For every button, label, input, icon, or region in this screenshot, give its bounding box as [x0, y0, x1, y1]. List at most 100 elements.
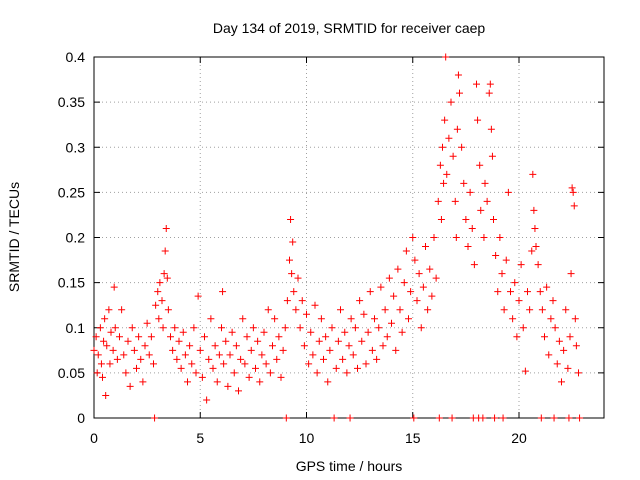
data-point	[445, 134, 453, 142]
data-point	[196, 346, 204, 354]
data-point	[519, 324, 527, 332]
data-point	[264, 306, 272, 314]
data-point	[209, 364, 217, 372]
data-point	[282, 414, 290, 422]
data-point	[269, 342, 276, 350]
data-point	[279, 346, 287, 354]
data-point	[541, 333, 548, 341]
data-point	[490, 215, 497, 223]
data-point	[296, 324, 304, 332]
data-point	[300, 342, 308, 350]
data-point	[509, 315, 517, 323]
data-point	[486, 80, 494, 88]
data-point	[277, 373, 285, 381]
data-point	[154, 288, 162, 296]
data-point	[435, 414, 443, 422]
data-point	[292, 306, 300, 314]
data-point	[232, 342, 240, 350]
data-point	[379, 342, 387, 350]
data-point	[432, 274, 440, 282]
data-point	[500, 306, 508, 314]
data-point	[307, 328, 315, 336]
data-point	[430, 234, 438, 241]
data-point	[502, 256, 510, 264]
data-point	[239, 315, 247, 323]
data-point	[479, 414, 487, 422]
data-point	[281, 324, 289, 332]
data-point	[126, 382, 134, 390]
data-point	[143, 319, 151, 327]
data-point	[481, 179, 489, 187]
data-point	[130, 346, 138, 354]
data-point	[171, 324, 179, 332]
x-tick-label: 0	[90, 430, 98, 446]
data-point	[456, 89, 463, 97]
data-point	[93, 369, 101, 377]
data-point	[460, 179, 468, 187]
data-point	[286, 256, 293, 264]
data-point	[562, 306, 570, 314]
data-point	[571, 315, 579, 323]
data-point	[100, 337, 108, 345]
data-point	[163, 274, 171, 282]
data-point	[402, 247, 410, 255]
data-point	[564, 364, 572, 372]
y-tick-label: 0.2	[66, 230, 86, 246]
data-point	[237, 355, 245, 363]
data-point	[390, 292, 398, 300]
y-tick-label: 0.1	[66, 320, 86, 336]
x-tick-label: 20	[511, 430, 527, 446]
data-point	[346, 414, 354, 422]
data-point	[287, 215, 295, 223]
data-point	[151, 414, 159, 422]
data-points	[90, 53, 584, 422]
data-point	[499, 414, 507, 422]
data-point	[135, 333, 143, 341]
data-point	[383, 333, 391, 341]
data-point	[349, 351, 357, 359]
data-point	[266, 369, 274, 377]
y-tick-label: 0.35	[58, 94, 85, 110]
data-point	[473, 80, 480, 88]
data-point	[260, 328, 268, 336]
data-point	[133, 364, 140, 372]
data-point	[309, 351, 317, 359]
data-point	[169, 346, 177, 354]
data-point	[409, 234, 417, 241]
data-point	[488, 152, 496, 160]
data-point	[137, 355, 145, 363]
data-point	[415, 270, 423, 278]
data-point	[570, 202, 578, 210]
data-point	[164, 306, 172, 314]
data-point	[428, 292, 436, 300]
data-point	[147, 333, 155, 341]
data-point	[107, 328, 115, 336]
data-point	[480, 234, 488, 241]
data-point	[545, 351, 553, 359]
data-point	[111, 324, 119, 332]
data-point	[358, 337, 366, 345]
data-point	[275, 333, 283, 341]
data-point	[90, 346, 98, 354]
data-point	[332, 364, 340, 372]
y-tick-label: 0.05	[58, 365, 85, 381]
data-point	[575, 369, 582, 377]
data-point	[94, 351, 102, 359]
data-point	[218, 324, 225, 332]
data-point	[381, 306, 389, 314]
data-point	[273, 355, 281, 363]
data-point	[118, 306, 126, 314]
data-point	[288, 270, 296, 278]
data-point	[568, 184, 576, 192]
data-point	[158, 297, 166, 305]
y-tick-label: 0	[77, 410, 85, 426]
data-point	[207, 315, 215, 323]
data-point	[392, 346, 400, 354]
data-point	[252, 364, 259, 372]
data-point	[411, 256, 419, 264]
data-point	[347, 315, 355, 323]
data-point	[466, 188, 474, 196]
data-point	[377, 283, 385, 291]
data-point	[219, 288, 227, 296]
data-point	[101, 315, 109, 323]
